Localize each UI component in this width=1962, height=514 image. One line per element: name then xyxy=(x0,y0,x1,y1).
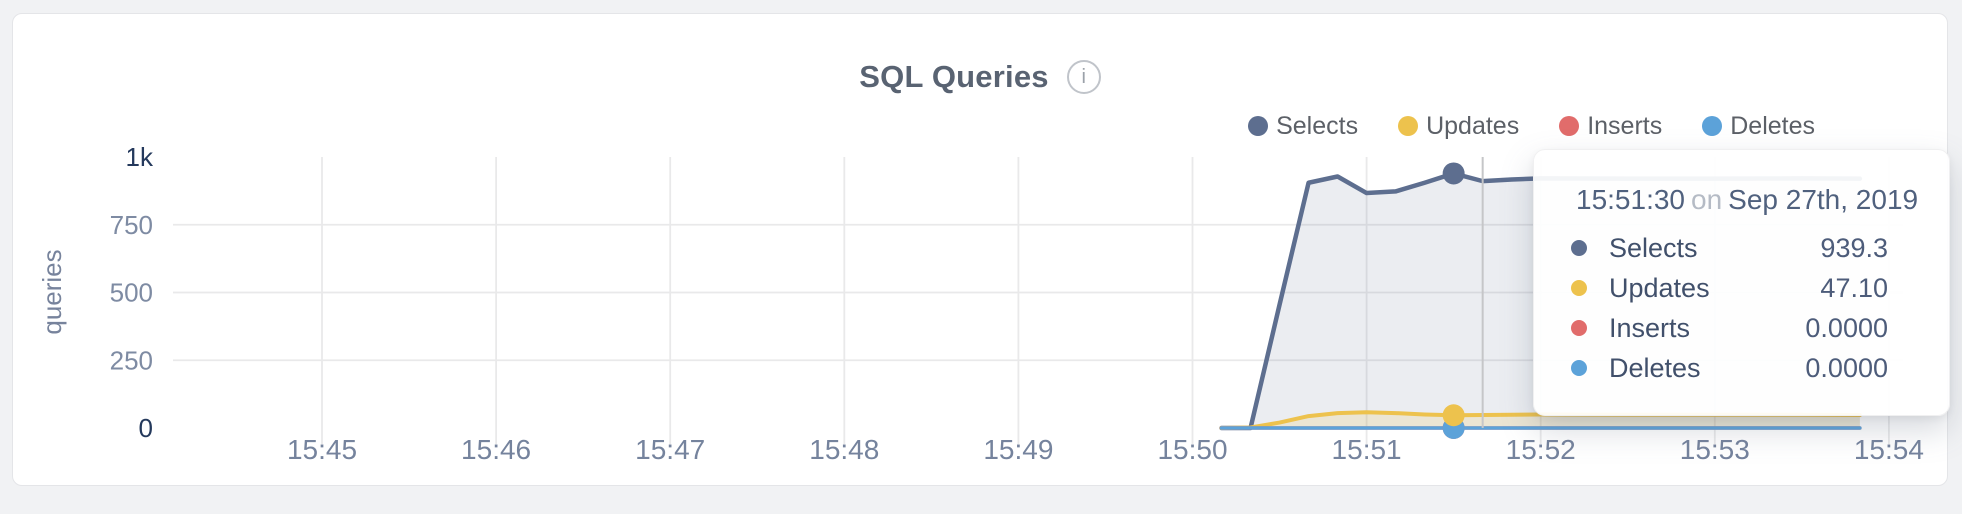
x-tick-label: 15:48 xyxy=(809,434,879,465)
legend-dot-icon xyxy=(1398,116,1419,136)
tooltip-series-dot-icon xyxy=(1571,320,1587,336)
legend-label: Selects xyxy=(1276,111,1359,140)
hover-marker-dot-updates xyxy=(1442,404,1465,427)
info-circle-icon[interactable]: i xyxy=(1066,60,1101,94)
tooltip-series-dot-icon xyxy=(1571,280,1587,296)
x-tick-label: 15:52 xyxy=(1506,434,1576,465)
y-tick-label: 750 xyxy=(110,210,153,240)
x-tick-label: 15:45 xyxy=(287,434,357,465)
tooltip-series-value: 47.10 xyxy=(1820,272,1888,303)
legend-item-selects[interactable]: Selects xyxy=(1248,112,1358,141)
tooltip-series-value: 0.0000 xyxy=(1805,312,1888,343)
x-tick-label: 15:53 xyxy=(1680,434,1750,465)
chart-card: SQL Queries i Selects Updates Inserts Delet… xyxy=(12,13,1950,486)
tooltip-series-value: 0.0000 xyxy=(1805,352,1888,383)
x-tick-label: 15:47 xyxy=(635,434,705,465)
tooltip-series-label: Selects xyxy=(1609,232,1698,263)
tooltip-series-dot-icon xyxy=(1571,360,1587,376)
tooltip-row-selects: Selects 939.3 xyxy=(1534,228,1949,268)
hover-tooltip: 15:51:30 on Sep 27th, 2019 Selects 939.3 Upd… xyxy=(1533,149,1950,416)
legend-dot-icon xyxy=(1702,116,1723,136)
chart-title: SQL Queries xyxy=(859,59,1049,94)
tooltip-rows: Selects 939.3 Updates 47.10 Inserts 0.0000 Del… xyxy=(1534,228,1949,388)
tooltip-row-updates: Updates 47.10 xyxy=(1534,268,1949,308)
tooltip-row-deletes: Deletes 0.0000 xyxy=(1534,348,1949,388)
y-tick-label: 0 xyxy=(139,413,153,443)
tooltip-header: 15:51:30 on Sep 27th, 2019 xyxy=(1534,184,1949,216)
x-tick-label: 15:50 xyxy=(1157,434,1227,465)
legend-label: Inserts xyxy=(1587,111,1663,140)
y-tick-label: 1k xyxy=(126,142,154,172)
x-tick-label: 15:46 xyxy=(461,434,531,465)
tooltip-date: Sep 27th, 2019 xyxy=(1728,184,1919,215)
tooltip-connector: on xyxy=(1691,184,1723,215)
x-tick-label: 15:54 xyxy=(1854,434,1924,465)
hover-marker-dot-selects xyxy=(1442,162,1465,185)
chart-header: SQL Queries i xyxy=(13,58,1947,96)
tooltip-series-value: 939.3 xyxy=(1820,232,1888,263)
legend-label: Updates xyxy=(1426,111,1520,140)
y-axis-title: queries xyxy=(37,249,67,334)
tooltip-series-label: Updates xyxy=(1609,272,1710,303)
legend-item-inserts[interactable]: Inserts xyxy=(1559,112,1662,141)
y-tick-label: 250 xyxy=(110,345,153,375)
tooltip-time: 15:51:30 xyxy=(1576,184,1685,215)
tooltip-series-dot-icon xyxy=(1571,240,1587,256)
tooltip-series-label: Inserts xyxy=(1609,312,1691,343)
legend-dot-icon xyxy=(1248,116,1269,136)
legend-label: Deletes xyxy=(1730,111,1815,140)
legend-item-deletes[interactable]: Deletes xyxy=(1702,112,1815,141)
x-tick-label: 15:49 xyxy=(983,434,1053,465)
tooltip-row-inserts: Inserts 0.0000 xyxy=(1534,308,1949,348)
y-tick-label: 500 xyxy=(110,278,153,308)
x-tick-label: 15:51 xyxy=(1332,434,1402,465)
legend-dot-icon xyxy=(1559,116,1580,136)
chart-legend: Selects Updates Inserts Deletes xyxy=(1248,111,1815,141)
legend-item-updates[interactable]: Updates xyxy=(1398,112,1519,141)
tooltip-series-label: Deletes xyxy=(1609,352,1701,383)
